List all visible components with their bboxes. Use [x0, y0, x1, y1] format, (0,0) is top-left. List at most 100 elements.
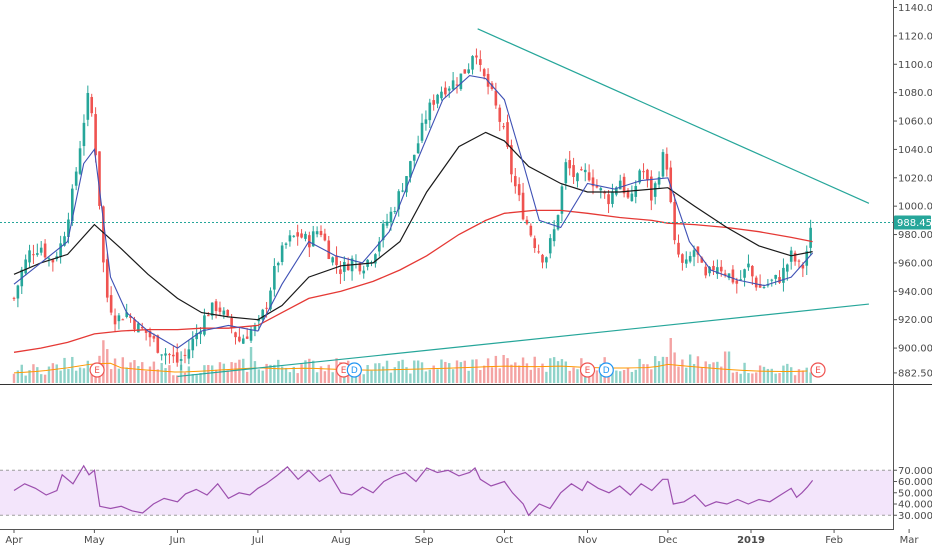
volume-bar — [766, 368, 770, 383]
earnings-marker[interactable]: E — [89, 362, 105, 378]
price-axis[interactable]: 882.50 900.00 920.00 940.00 960.00 980.00 1000… — [893, 3, 932, 379]
candle-body — [758, 283, 762, 288]
candle-body — [797, 260, 801, 262]
volume-bar — [774, 373, 777, 383]
candle-body — [214, 301, 218, 312]
volume-bar — [517, 365, 521, 383]
trendline-lower[interactable] — [177, 303, 869, 378]
candle-body — [39, 247, 43, 253]
candle-body — [494, 90, 498, 106]
volume-bar — [529, 369, 533, 383]
candle-body — [770, 279, 774, 281]
candle-body — [129, 316, 132, 318]
volume-bar — [428, 369, 432, 383]
event-marker-label: D — [351, 366, 358, 376]
volume-bar — [692, 364, 696, 383]
candle-body — [207, 315, 210, 317]
candle-body — [712, 265, 715, 271]
candle-body — [63, 236, 66, 246]
volume-bar — [630, 371, 634, 383]
volume-bar — [269, 364, 272, 383]
volume-bar — [67, 368, 70, 383]
candle-body — [203, 315, 206, 335]
volume-bar — [78, 367, 82, 383]
volume-bar — [164, 368, 167, 383]
volume-bar — [366, 365, 369, 383]
volume-bar — [424, 371, 428, 383]
candle-body — [358, 263, 362, 272]
volume-bar — [708, 364, 711, 383]
time-axis-tick-label: Mar — [900, 535, 920, 546]
volume-bar — [323, 371, 327, 383]
volume-bar — [778, 373, 781, 383]
candle-body — [743, 269, 746, 278]
volume-bar — [176, 375, 179, 383]
rsi-axis-tick-label: 70.0000 — [898, 466, 932, 477]
last-price-tag: 988.45 — [894, 215, 932, 230]
price-axis-tick-label: 1120.00 — [898, 31, 932, 42]
volume-bar — [401, 359, 404, 383]
volume-bar — [545, 371, 548, 383]
price-axis-tick-label: 1000.00 — [898, 202, 932, 213]
volume-bar — [809, 372, 812, 383]
volume-bar — [537, 367, 540, 383]
candle-body — [137, 323, 140, 333]
candle-body — [78, 148, 82, 174]
time-axis-tick-label: Sep — [415, 535, 434, 546]
volume-bar — [416, 360, 420, 383]
candle-body — [32, 254, 35, 256]
candle-body — [467, 69, 470, 74]
volume-bar — [646, 364, 649, 383]
volume-bar — [568, 370, 571, 383]
candle-body — [276, 262, 280, 266]
volume-bar — [207, 364, 210, 383]
ma-slow-line — [13, 209, 813, 353]
volume-bar — [28, 370, 31, 383]
earnings-marker[interactable]: E — [810, 362, 826, 378]
rsi-axis[interactable]: 30.000040.000050.000060.000070.0000 — [893, 466, 932, 522]
candle-body — [51, 259, 55, 263]
volume-bar — [677, 366, 680, 383]
volume-bar — [665, 356, 669, 383]
trendline-upper[interactable] — [477, 28, 870, 204]
candle-body — [525, 219, 529, 224]
rsi-pane[interactable] — [0, 464, 893, 517]
volume-bar — [653, 356, 657, 383]
time-axis[interactable]: Apr May Jun Jul Aug Sep Oct Nov Dec 2019 Feb Mar — [5, 529, 919, 546]
candle-body — [210, 302, 214, 316]
volume-bar — [762, 366, 766, 383]
volume-bar — [51, 363, 55, 383]
volume-bar — [191, 374, 194, 383]
dividend-marker[interactable]: D — [346, 362, 362, 378]
earnings-marker[interactable]: E — [579, 362, 596, 378]
volume-bar — [619, 371, 622, 383]
volume-bar — [634, 369, 637, 383]
volume-bar — [273, 364, 276, 383]
volume-bar — [552, 357, 556, 383]
candle-body — [568, 160, 571, 169]
candle-body — [191, 338, 195, 351]
ema-fast-line — [13, 75, 814, 349]
volume-bar — [405, 367, 408, 383]
candle-body — [308, 235, 311, 248]
candle-body — [183, 354, 187, 356]
volume-bar — [393, 367, 397, 383]
candle-body — [218, 307, 222, 312]
time-axis-tick-label: 2019 — [737, 535, 765, 546]
volume-bar — [129, 362, 132, 383]
volume-bar — [533, 356, 536, 383]
dividend-marker[interactable]: D — [598, 362, 614, 378]
candle-body — [809, 227, 812, 248]
candle-body — [292, 235, 296, 237]
candle-body — [517, 184, 521, 196]
candle-body — [397, 191, 401, 210]
candle-body — [572, 165, 575, 177]
time-axis-tick-label: Feb — [825, 535, 843, 546]
candle-body — [599, 188, 603, 191]
time-axis-tick-label: Nov — [578, 535, 598, 546]
candle-body — [479, 59, 482, 65]
volume-bar — [549, 358, 552, 383]
candle-body — [548, 238, 552, 254]
volume-bar — [253, 361, 257, 383]
